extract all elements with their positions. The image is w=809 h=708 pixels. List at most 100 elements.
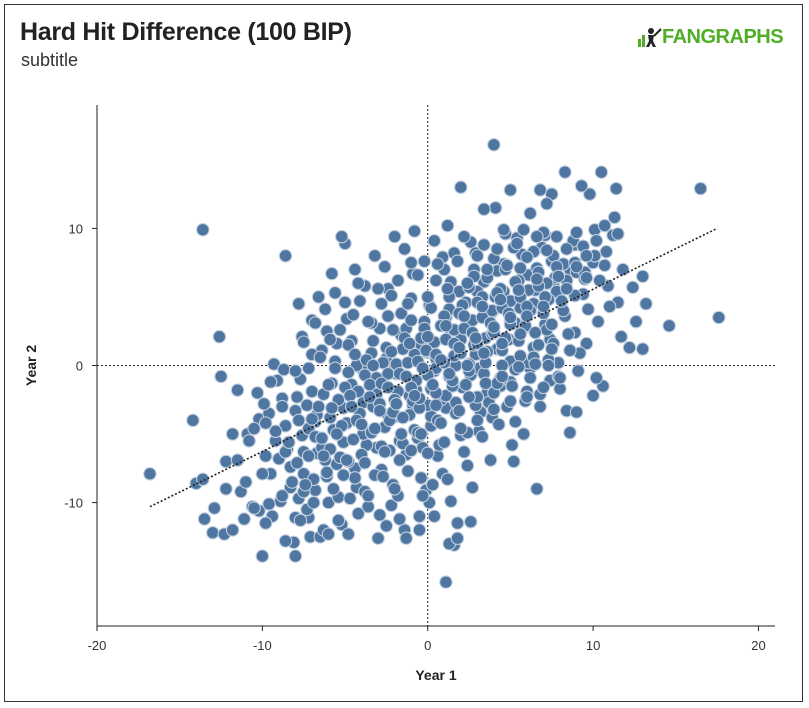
data-point	[412, 509, 427, 524]
data-point	[207, 501, 222, 515]
data-point	[311, 290, 326, 304]
y-axis-label: Year 2	[23, 345, 39, 386]
data-point	[186, 413, 200, 428]
data-point	[321, 527, 336, 541]
data-point	[339, 453, 354, 467]
data-point	[487, 320, 501, 334]
data-point	[258, 516, 273, 530]
data-point	[454, 180, 468, 195]
data-point	[341, 527, 356, 541]
data-point	[384, 345, 399, 359]
data-point	[392, 453, 407, 467]
data-point	[394, 427, 409, 441]
data-point	[468, 331, 483, 345]
chart-title: Hard Hit Difference (100 BIP)	[20, 18, 352, 46]
data-point	[551, 269, 566, 284]
data-point	[440, 218, 455, 233]
data-point	[394, 306, 409, 321]
data-point	[434, 416, 448, 430]
data-point	[278, 249, 293, 263]
data-point	[373, 508, 387, 522]
data-point	[503, 394, 518, 408]
data-point	[477, 202, 491, 216]
data-point	[404, 443, 418, 458]
data-point	[361, 314, 375, 329]
data-point	[470, 249, 485, 263]
data-point	[300, 398, 314, 413]
data-point	[381, 309, 395, 323]
data-point	[263, 375, 278, 389]
data-point	[351, 506, 366, 521]
data-point	[212, 329, 227, 344]
data-point	[392, 512, 407, 526]
data-point	[387, 482, 402, 496]
data-point	[597, 218, 612, 233]
data-point	[523, 206, 538, 221]
data-point	[594, 165, 609, 179]
data-point	[341, 365, 356, 380]
data-point	[377, 445, 392, 459]
data-point	[330, 427, 344, 441]
data-point	[366, 334, 380, 348]
data-point	[581, 302, 595, 317]
data-point	[607, 210, 622, 225]
data-point	[376, 469, 390, 484]
data-point	[225, 427, 240, 441]
data-point	[599, 244, 614, 259]
data-point	[480, 262, 495, 277]
data-point	[462, 390, 476, 404]
data-point	[450, 531, 465, 546]
data-point	[404, 255, 418, 270]
data-point	[639, 297, 653, 311]
data-point	[325, 266, 339, 281]
data-point	[293, 513, 308, 528]
data-point	[420, 329, 435, 344]
data-point	[434, 353, 448, 367]
data-point	[626, 280, 640, 295]
data-point	[622, 340, 637, 355]
data-point	[511, 360, 526, 374]
data-point	[366, 358, 380, 373]
data-point	[371, 531, 385, 546]
data-point	[569, 405, 584, 419]
data-point	[301, 361, 316, 375]
data-point	[343, 388, 357, 403]
data-point	[460, 358, 475, 373]
data-point	[500, 258, 514, 273]
data-point	[477, 346, 491, 360]
data-point	[414, 427, 428, 441]
data-point	[247, 501, 261, 515]
data-point	[602, 299, 617, 314]
data-point	[475, 299, 490, 314]
data-point	[298, 478, 313, 492]
data-point	[411, 268, 425, 282]
data-point	[275, 399, 289, 414]
data-point	[333, 323, 347, 337]
data-point	[290, 390, 304, 404]
y-tick-label: 10	[69, 221, 83, 236]
y-tick-label: -10	[64, 496, 83, 511]
data-point	[338, 295, 352, 310]
data-point	[457, 309, 471, 323]
data-point	[250, 386, 265, 400]
data-point	[296, 335, 311, 349]
x-axis-label: Year 1	[415, 667, 456, 683]
data-point	[196, 472, 210, 487]
chart-subtitle: subtitle	[21, 50, 79, 70]
data-point	[306, 495, 321, 510]
data-point	[258, 416, 273, 430]
data-point	[452, 340, 466, 355]
data-point	[533, 399, 547, 414]
data-point	[305, 384, 319, 399]
fangraphs-logo[interactable]: FANGRAPHS	[636, 26, 784, 49]
data-point	[523, 371, 538, 385]
data-point	[563, 425, 577, 440]
data-point	[554, 294, 569, 308]
data-point	[277, 362, 291, 377]
data-point	[516, 427, 531, 441]
data-point	[540, 243, 554, 258]
x-tick-label: 0	[424, 638, 431, 653]
data-point	[247, 421, 261, 436]
data-point	[412, 523, 427, 537]
data-point	[257, 397, 271, 411]
